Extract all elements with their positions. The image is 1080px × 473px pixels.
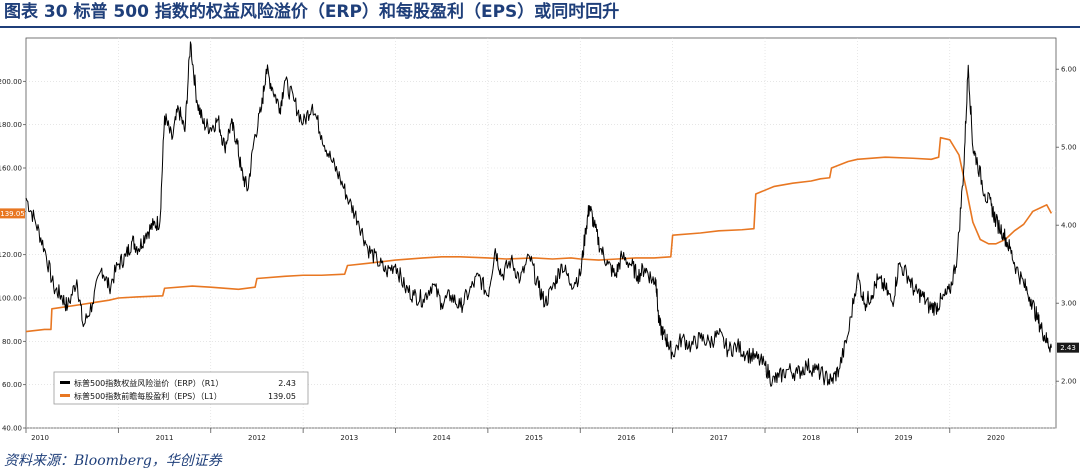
legend-box: [53, 371, 309, 405]
y-left-tick-label: 100.00: [0, 295, 22, 303]
chart-svg: 40.0060.0080.00100.00120.00140.00160.001…: [0, 28, 1080, 448]
legend-swatch-erp: [60, 381, 70, 384]
y-left-tick-label: 80.00: [2, 338, 22, 346]
y-right-tick-label: 4.00: [1061, 222, 1077, 230]
y-left-tick-label: 180.00: [0, 121, 22, 129]
y-right-tick-label: 2.00: [1061, 378, 1077, 386]
x-tick-label: 2012: [248, 434, 266, 442]
y-right-axis: 2.00 3.00 4.00 5.00 6.00: [1056, 66, 1077, 386]
eps-value-tag: [0, 208, 25, 219]
legend-swatch-eps: [60, 394, 70, 397]
legend-label-eps: 标普500指数前瞻每股盈利（EPS）（L1）: [74, 391, 222, 401]
y-left-tick-label: 120.00: [0, 251, 22, 259]
x-tick-label: 2013: [340, 434, 358, 442]
x-tick-label: 2017: [710, 434, 728, 442]
legend-value-eps: 139.05: [268, 392, 296, 401]
x-tick-label: 2011: [156, 434, 174, 442]
figure-title: 图表 30 标普 500 指数的权益风险溢价（ERP）和每股盈利（EPS）或同时…: [4, 2, 620, 22]
y-left-tick-label: 40.00: [2, 425, 22, 433]
series-line-erp: [25, 41, 1052, 387]
legend-label-erp: 标普500指数权益风险溢价（ERP）（R1）: [74, 378, 223, 388]
y-right-tick-label: 5.00: [1061, 144, 1077, 152]
x-tick-label: 2016: [618, 434, 636, 442]
x-axis: 2010 2011 2012 2013 2014 2015 2016 2017 2018 2019…: [25, 428, 1005, 442]
y-right-tick-label: 3.00: [1061, 300, 1077, 308]
y-right-tick-label: 6.00: [1061, 66, 1077, 74]
erp-value-tag-label: 2.43: [1060, 344, 1076, 352]
eps-value-tag-label: 139.05: [0, 210, 25, 218]
legend-value-erp: 2.43: [278, 379, 296, 388]
x-tick-label: 2019: [895, 434, 913, 442]
y-left-tick-label: 160.00: [0, 165, 22, 173]
x-tick-label: 2014: [433, 434, 451, 442]
plot-frame: [25, 37, 1057, 429]
x-tick-label: 2010: [31, 434, 49, 442]
series-line-eps: [25, 136, 1053, 333]
x-tick-label: 2020: [987, 434, 1005, 442]
x-tick-label: 2018: [802, 434, 820, 442]
erp-value-tag: [1057, 342, 1079, 353]
value-tags: 139.05 2.43: [0, 208, 1079, 353]
x-tick-label: 2015: [525, 434, 543, 442]
y-left-tick-label: 200.00: [0, 78, 22, 86]
source-note: 资料来源：Bloomberg，华创证券: [4, 453, 222, 469]
legend: 标普500指数权益风险溢价（ERP）（R1） 2.43 标普500指数前瞻每股盈…: [53, 371, 309, 405]
y-left-tick-label: 60.00: [2, 381, 22, 389]
series-layer: [25, 41, 1053, 387]
title-rule: [0, 26, 1080, 28]
